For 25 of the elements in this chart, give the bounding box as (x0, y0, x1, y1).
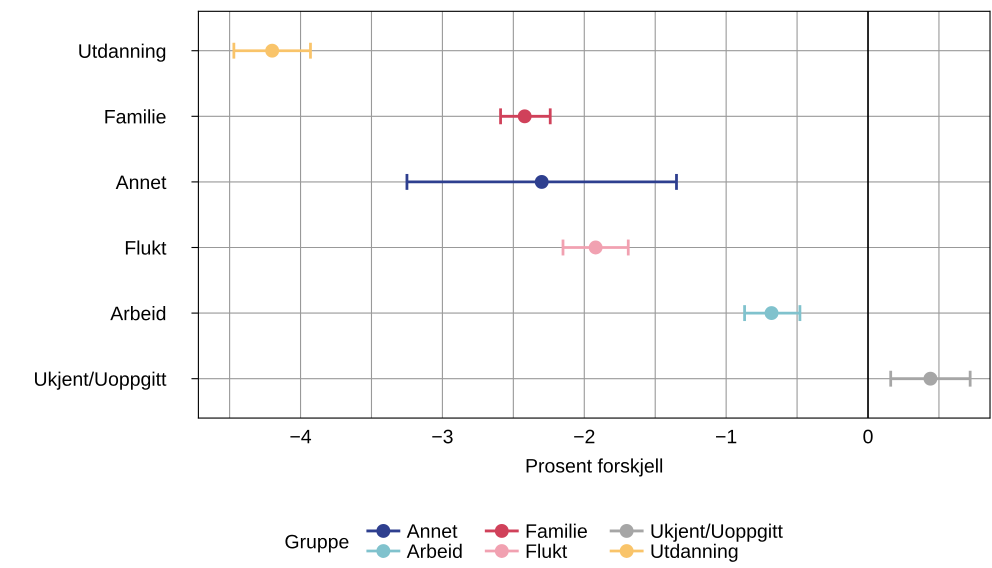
legend-label: Familie (526, 524, 587, 538)
x-tick-label: 0 (863, 430, 873, 444)
x-tick-label: −2 (574, 430, 594, 444)
y-tick-label: Annet (116, 176, 166, 190)
legend-label: Annet (406, 524, 458, 538)
x-tick-label: −3 (432, 430, 453, 444)
x-tick-label: −4 (290, 430, 312, 444)
point (588, 240, 603, 254)
point (518, 109, 532, 124)
legend-label: Arbeid (406, 544, 462, 558)
y-tick-label: Ukjent/Uoppgitt (35, 372, 166, 390)
y-tick-label: Utdanning (79, 44, 166, 62)
y-tick-label: Familie (105, 109, 166, 124)
legend-title: Gruppe (285, 534, 348, 552)
point (265, 44, 280, 58)
y-tick-label: Arbeid (110, 306, 166, 320)
legend-label: Ukjent/Uoppgitt (651, 524, 783, 542)
x-tick-label: −1 (716, 430, 736, 444)
legend-label: Utdanning (651, 544, 738, 562)
point (764, 306, 778, 320)
y-tick-label: Flukt (126, 240, 166, 255)
x-axis-title: Prosent forskjell (526, 458, 662, 477)
point (923, 372, 938, 386)
point (534, 174, 549, 189)
legend-label: Flukt (526, 544, 568, 558)
